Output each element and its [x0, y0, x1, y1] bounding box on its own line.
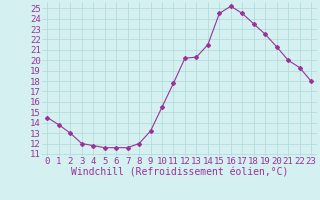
X-axis label: Windchill (Refroidissement éolien,°C): Windchill (Refroidissement éolien,°C) [70, 167, 288, 177]
